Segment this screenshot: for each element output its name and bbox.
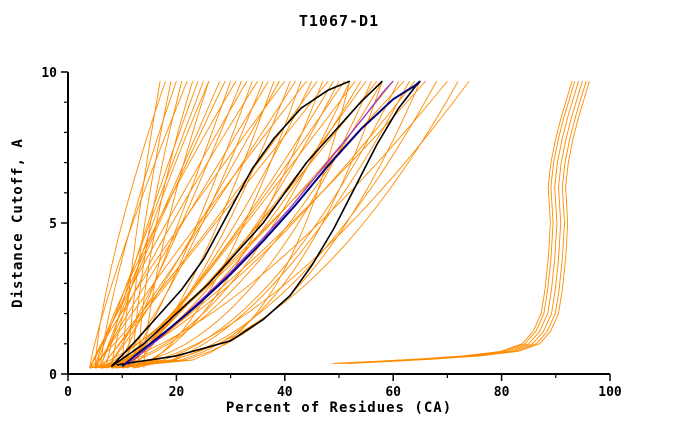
svg-text:0: 0 [64, 385, 72, 400]
svg-text:20: 20 [169, 385, 185, 400]
chart-title: T1067-D1 [298, 12, 380, 30]
svg-text:5: 5 [49, 217, 57, 232]
svg-text:0: 0 [49, 368, 57, 383]
x-axis-label: Percent of Residues (CA) [225, 400, 453, 416]
svg-text:40: 40 [277, 385, 293, 400]
svg-text:80: 80 [494, 385, 510, 400]
svg-text:60: 60 [385, 385, 401, 400]
svg-text:100: 100 [598, 385, 622, 400]
svg-text:10: 10 [41, 66, 57, 81]
